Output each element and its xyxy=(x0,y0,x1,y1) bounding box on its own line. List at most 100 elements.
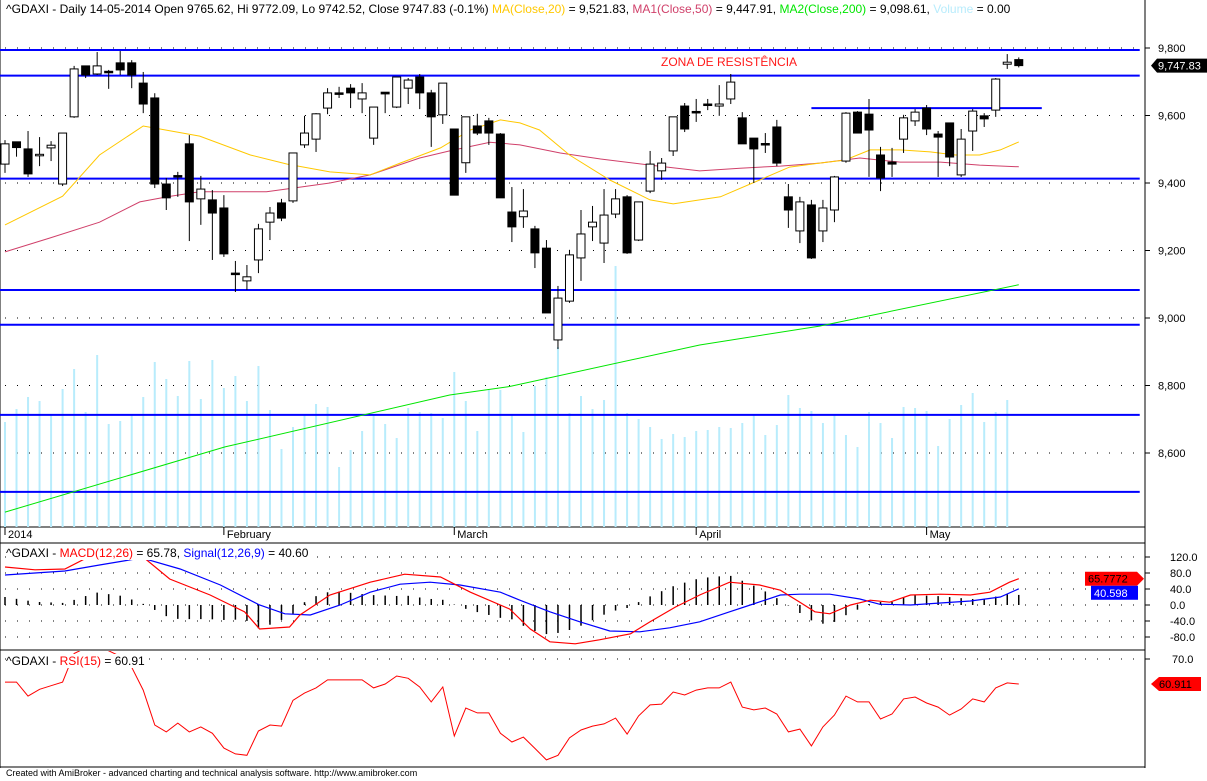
candle xyxy=(484,117,494,145)
candle-body-down xyxy=(680,105,690,130)
price-tick-label: 9,800 xyxy=(1158,43,1186,55)
candle xyxy=(991,78,1001,117)
macd-plot xyxy=(4,560,1020,645)
candle xyxy=(922,105,932,136)
candle xyxy=(472,113,482,136)
candle-body-down xyxy=(772,126,782,164)
candle-body-down xyxy=(622,196,632,254)
candle-body-down xyxy=(138,82,148,105)
candle xyxy=(968,109,978,151)
candle-body-down xyxy=(334,92,344,95)
ma200-label: MA2(Close,200) xyxy=(779,2,867,16)
rsi-value: = 60.91 xyxy=(100,654,145,668)
candle xyxy=(611,189,621,219)
candle xyxy=(415,73,425,110)
candle xyxy=(323,88,333,115)
candle-body-down xyxy=(161,183,171,199)
candle xyxy=(933,131,943,177)
macd-panel-title: ^GDAXI - MACD(12,26) = 65.78, Signal(12,… xyxy=(6,546,309,560)
candle xyxy=(876,146,886,192)
candle-body-up xyxy=(714,103,724,107)
price-panel-title: ^GDAXI - Daily 14-05-2014 Open 9765.62, … xyxy=(6,2,1011,16)
candle-body-down xyxy=(12,141,22,149)
candle xyxy=(46,141,56,162)
candle-body-up xyxy=(403,79,413,89)
candle xyxy=(841,112,851,163)
candle xyxy=(737,112,747,145)
candle-body-up xyxy=(726,81,736,100)
candle xyxy=(564,249,574,303)
candle xyxy=(300,115,310,148)
signal-line xyxy=(4,560,1020,633)
candle xyxy=(265,206,275,241)
candle-body-down xyxy=(945,122,955,158)
candle-body-down xyxy=(933,133,943,138)
candle xyxy=(12,141,22,157)
candle-body-up xyxy=(1002,61,1012,65)
candle xyxy=(910,109,920,126)
price-tick-label: 8,600 xyxy=(1158,448,1186,460)
candle-body-down xyxy=(1014,59,1024,67)
candle-body-down xyxy=(449,128,459,196)
price-tick-label: 9,600 xyxy=(1158,111,1186,123)
candle-body-up xyxy=(461,116,471,164)
ma20-line xyxy=(4,119,1019,226)
last-price-label: 9,747.83 xyxy=(1158,61,1201,73)
candle-body-up xyxy=(46,144,56,149)
candle xyxy=(772,119,782,167)
candle-body-down xyxy=(346,87,356,94)
price-tick-label: 9,400 xyxy=(1158,178,1186,190)
candle-body-up xyxy=(599,214,609,244)
candle-body-down xyxy=(864,113,874,131)
candle xyxy=(657,158,667,180)
candle-body-down xyxy=(380,91,390,95)
macd-tick-label: -40.0 xyxy=(1170,616,1195,628)
candle-body-up xyxy=(357,92,367,100)
candle xyxy=(507,187,517,243)
candle-body-down xyxy=(887,161,897,165)
candle-body-up xyxy=(829,176,839,211)
candle xyxy=(58,132,68,187)
candle xyxy=(634,201,644,242)
candle xyxy=(714,85,724,116)
candle xyxy=(899,114,909,153)
candle-body-up xyxy=(564,254,574,302)
candle xyxy=(115,51,125,75)
candle-body-up xyxy=(196,188,206,200)
candle xyxy=(645,150,655,194)
candle-body-down xyxy=(127,62,137,76)
candle xyxy=(945,122,955,167)
ma50-value: = 9,447.91, xyxy=(712,2,780,16)
candle-body-down xyxy=(207,199,217,214)
price-tick-label: 9,000 xyxy=(1158,313,1186,325)
candle-body-down xyxy=(415,76,425,94)
candle xyxy=(230,260,240,293)
candle-body-down xyxy=(426,92,436,118)
last-price-tag xyxy=(1151,58,1207,73)
candle-body-up xyxy=(369,106,379,139)
candle-body-down xyxy=(979,115,989,120)
candle-body-down xyxy=(472,125,482,134)
candle xyxy=(23,131,33,177)
volume-value: = 0.00 xyxy=(973,2,1011,16)
candle xyxy=(1002,54,1012,69)
candle-body-up xyxy=(265,212,275,223)
macd-prefix: ^GDAXI - xyxy=(6,546,60,560)
candle-body-up xyxy=(92,65,102,75)
candle-body-down xyxy=(484,120,494,134)
candle xyxy=(829,175,839,223)
candle-body-up xyxy=(553,297,563,341)
price-plot xyxy=(0,49,1140,527)
month-label: May xyxy=(930,529,951,541)
candle-body-up xyxy=(668,116,678,152)
candle xyxy=(541,240,551,314)
candle-body-down xyxy=(806,204,816,259)
candle xyxy=(553,285,563,350)
candle xyxy=(461,116,471,173)
macd-tick-label: 0.0 xyxy=(1170,600,1185,612)
candle-body-up xyxy=(253,228,263,261)
macd-tick-label: -80.0 xyxy=(1170,632,1195,644)
candle xyxy=(588,205,598,242)
candle xyxy=(161,177,171,210)
